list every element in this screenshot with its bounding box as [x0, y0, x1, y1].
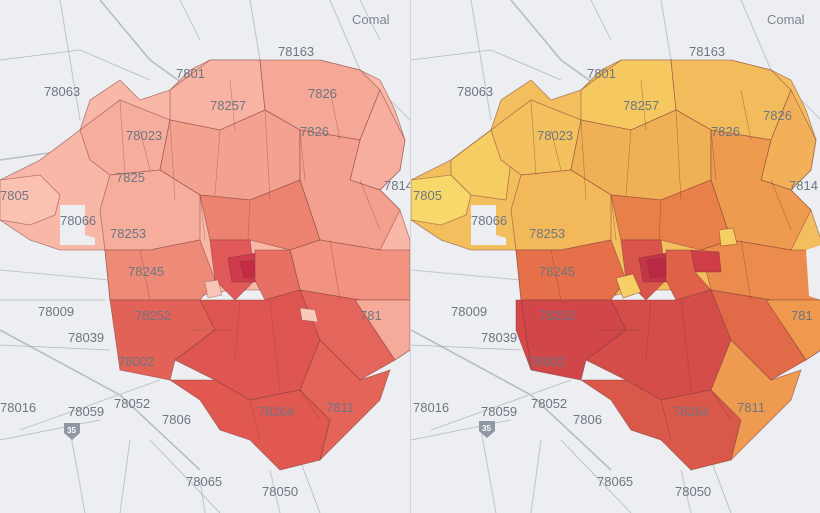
right-label-78015: 7801	[587, 66, 616, 81]
right-label-78059: 78059	[481, 404, 517, 419]
left-label-78065: 78065	[186, 474, 222, 489]
right-hole-east	[806, 245, 820, 300]
left-label-78260: 7826	[308, 86, 337, 101]
right-map-svg: Comal 78163 7801 78063 78257 78023 7826 …	[411, 0, 820, 513]
right-label-78252: 78252	[539, 308, 575, 323]
left-label-78245: 78245	[128, 264, 164, 279]
right-zone-pale-e[interactable]	[765, 299, 820, 361]
left-label-78015: 7801	[176, 66, 205, 81]
right-zone-yellow-ne[interactable]	[718, 227, 738, 247]
left-zone-pale-e[interactable]	[354, 299, 410, 361]
right-zone-yellow-core[interactable]	[615, 273, 642, 299]
right-label-78069: 7806	[573, 412, 602, 427]
left-label-78023: 78023	[126, 128, 162, 143]
right-label-78002: 78002	[529, 354, 565, 369]
right-label-78257: 78257	[623, 98, 659, 113]
right-shield-number: 35	[482, 424, 491, 433]
right-label-78112: 7811	[737, 400, 765, 415]
left-label-78066: 78066	[60, 213, 96, 228]
right-shield-icon	[479, 421, 495, 438]
right-zone-lines	[530, 79, 792, 441]
right-label-78016: 78016	[413, 400, 449, 415]
left-shield-number: 35	[67, 426, 76, 435]
left-zone-lines	[119, 79, 381, 441]
right-label-78264: 78264	[673, 404, 709, 419]
left-label-78052: 78052	[114, 396, 150, 411]
left-label-78050: 78050	[262, 484, 298, 499]
left-label-78257: 78257	[210, 98, 246, 113]
left-label-78059: 78059	[68, 404, 104, 419]
right-label-78056: 7805	[413, 188, 442, 203]
left-label-78101: 781	[360, 308, 382, 323]
right-label-78266: 7826	[711, 124, 740, 139]
right-label-comal: Comal	[767, 12, 805, 27]
left-label-78254: 7825	[116, 170, 145, 185]
left-zone-west[interactable]	[0, 174, 61, 226]
right-map-panel[interactable]: Comal 78163 7801 78063 78257 78023 7826 …	[410, 0, 820, 513]
left-label-78002: 78002	[118, 354, 154, 369]
left-label-78009: 78009	[38, 304, 74, 319]
left-label-78253: 78253	[110, 226, 146, 241]
left-label-78016: 78016	[0, 400, 36, 415]
left-label-78112: 7811	[326, 400, 354, 415]
right-label-78023: 78023	[537, 128, 573, 143]
right-label-78050: 78050	[675, 484, 711, 499]
left-label-78266: 7826	[300, 124, 329, 139]
right-highway-shield: 35	[479, 421, 495, 438]
left-map-svg: Comal 78163 7801 78063 78257 78023 7826 …	[0, 0, 410, 513]
right-zone-far-se[interactable]	[710, 339, 802, 462]
left-label-78148: 7814	[384, 178, 410, 193]
right-labels: Comal 78163 7801 78063 78257 78023 7826 …	[413, 12, 818, 499]
right-label-78063: 78063	[457, 84, 493, 99]
right-label-78148: 7814	[789, 178, 818, 193]
left-highway-shield: 35	[64, 423, 80, 440]
left-label-78056: 7805	[0, 188, 29, 203]
right-label-78066: 78066	[471, 213, 507, 228]
left-basemap-bounds	[0, 0, 381, 513]
right-zone-west-band[interactable]	[515, 299, 532, 371]
left-label-78069: 7806	[162, 412, 191, 427]
right-label-78039: 78039	[481, 330, 517, 345]
right-label-78065: 78065	[597, 474, 633, 489]
right-label-78052: 78052	[531, 396, 567, 411]
left-labels: Comal 78163 7801 78063 78257 78023 7826 …	[0, 12, 410, 499]
left-hole-west	[60, 205, 95, 245]
left-basemap-roads	[0, 0, 410, 513]
right-label-78009: 78009	[451, 304, 487, 319]
right-label-78245: 78245	[539, 264, 575, 279]
left-zone-far-se[interactable]	[299, 339, 391, 462]
right-hole-west	[471, 205, 506, 245]
right-label-78260: 7826	[763, 108, 792, 123]
left-label-78163: 78163	[278, 44, 314, 59]
right-label-78101: 781	[791, 308, 813, 323]
left-label-78252: 78252	[135, 308, 171, 323]
left-choropleth	[0, 59, 410, 471]
left-map-panel[interactable]: Comal 78163 7801 78063 78257 78023 7826 …	[0, 0, 410, 513]
left-label-comal: Comal	[352, 12, 390, 27]
left-hole-s	[299, 307, 319, 323]
right-label-78163: 78163	[689, 44, 725, 59]
left-shield-icon	[64, 423, 80, 440]
left-hole-sw-core	[204, 279, 223, 299]
left-label-78264: 78264	[258, 404, 294, 419]
left-label-78063: 78063	[44, 84, 80, 99]
left-label-78039: 78039	[68, 330, 104, 345]
right-label-78253: 78253	[529, 226, 565, 241]
right-choropleth	[411, 59, 820, 471]
right-zone-core-e[interactable]	[690, 249, 722, 273]
